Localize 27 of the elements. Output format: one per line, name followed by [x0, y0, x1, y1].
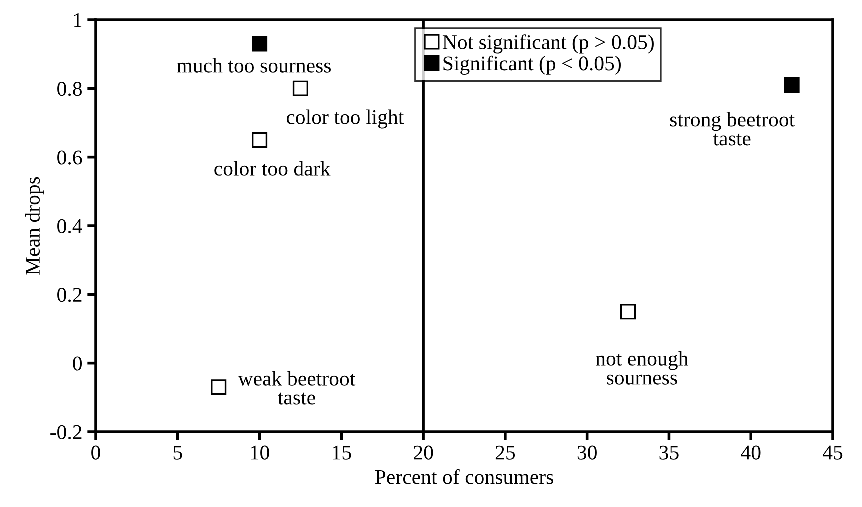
y-tick-label: 1: [74, 13, 82, 28]
annotation: color too light: [286, 110, 404, 129]
x-tick-label: 45: [822, 446, 843, 460]
x-tick-label: 30: [578, 446, 597, 460]
annotation: strong beetroot taste: [670, 112, 795, 146]
legend-label: Significant (p < 0.05): [444, 56, 621, 75]
x-tick-label: 40: [741, 446, 761, 460]
x-tick-label: 20: [414, 446, 434, 460]
y-tick-label: -0.2: [50, 425, 82, 440]
x-tick-label: 5: [174, 446, 182, 460]
x-tick-label: 0: [92, 446, 100, 460]
y-tick-label: 0.8: [58, 82, 82, 96]
x-tick-label: 10: [251, 446, 270, 460]
x-tick-label: 35: [660, 446, 679, 460]
y-tick-label: 0: [73, 356, 82, 371]
annotation: much too sourness: [177, 58, 332, 73]
y-axis-title: Mean drops: [25, 177, 44, 275]
y-tick-label: 0.4: [58, 219, 82, 234]
legend-label: Not significant (p > 0.05): [442, 34, 654, 54]
annotation: not enough sourness: [596, 351, 688, 385]
x-tick-label: 15: [333, 446, 352, 460]
x-axis-title: Percent of consumers: [375, 469, 554, 484]
y-tick-label: 0.6: [58, 150, 82, 165]
y-tick-label: 0.2: [58, 288, 82, 302]
annotation: color too dark: [214, 161, 331, 176]
annotation: weak beetroot taste: [238, 371, 356, 405]
x-tick-label: 25: [496, 446, 516, 460]
